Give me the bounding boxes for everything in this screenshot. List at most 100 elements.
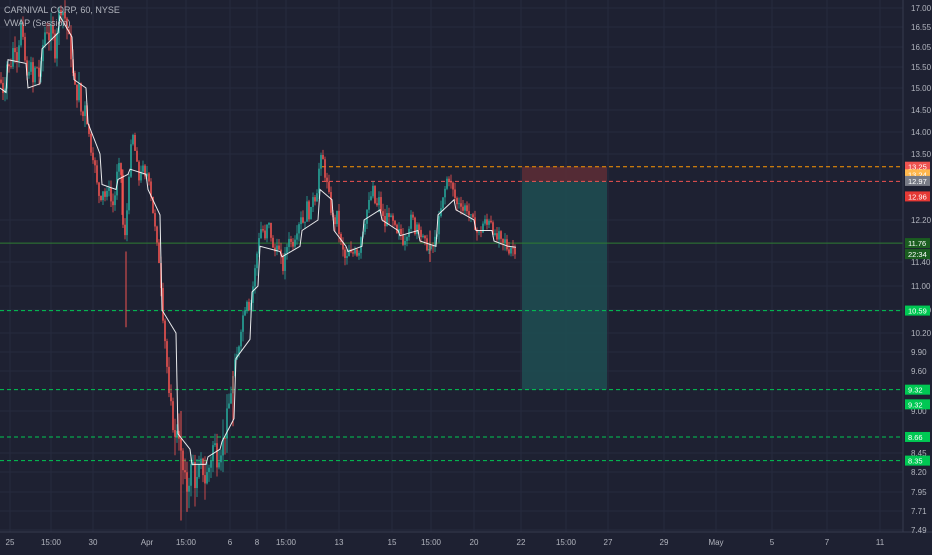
price-badge-text-1: 13.24	[908, 170, 927, 179]
candle-131	[262, 225, 264, 233]
candle-body-134	[268, 222, 270, 225]
candle-188	[376, 197, 378, 207]
candle-228	[456, 196, 458, 212]
candle-230	[460, 196, 462, 215]
candle-body-140	[280, 249, 282, 256]
price-badge-bg-5	[905, 249, 930, 260]
candle-252	[504, 233, 506, 251]
candle-body-199	[398, 228, 400, 233]
price-badge-bg-8	[905, 399, 930, 410]
candle-body-172	[344, 249, 346, 258]
candle-122	[244, 307, 246, 317]
candle-body-186	[372, 185, 374, 197]
candle-50	[100, 195, 102, 202]
stop-loss-zone[interactable]	[522, 166, 607, 182]
candle-10	[20, 18, 22, 48]
candle-body-248	[496, 233, 498, 240]
candle-body-25	[50, 25, 52, 41]
candle-body-14	[28, 71, 30, 76]
candle-121	[242, 310, 244, 342]
candle-body-184	[368, 199, 370, 210]
candle-78	[156, 225, 158, 246]
candle-body-169	[338, 210, 340, 235]
candle-body-47	[94, 160, 96, 166]
horizontal-levels[interactable]	[0, 166, 903, 462]
candle-body-111	[222, 437, 224, 456]
candle-226	[452, 181, 454, 197]
candle-99	[198, 455, 200, 479]
candle-234	[468, 203, 470, 222]
price-badge-text-10: 8.35	[908, 457, 923, 466]
candle-8	[16, 47, 18, 73]
candle-77	[154, 209, 156, 232]
candle-74	[148, 172, 150, 186]
candle-body-7	[14, 48, 16, 53]
candle-body-194	[388, 213, 390, 217]
candle-body-78	[156, 226, 158, 243]
candle-body-183	[366, 209, 368, 224]
candle-body-42	[84, 105, 86, 117]
candle-91	[182, 448, 184, 485]
candle-63	[126, 203, 128, 242]
candle-95	[190, 454, 192, 497]
candle-72	[144, 164, 146, 180]
candle-69	[138, 160, 140, 186]
candle-83	[166, 338, 168, 374]
candle-body-245	[490, 220, 492, 223]
candle-body-35	[70, 34, 72, 60]
price-badge-text-7: 9.32	[908, 386, 923, 395]
candle-142	[284, 247, 286, 280]
candle-150	[300, 211, 302, 230]
candle-59	[118, 157, 120, 179]
candle-body-221	[442, 197, 444, 209]
candle-66	[132, 133, 134, 146]
candle-211	[422, 233, 424, 239]
candle-body-128	[256, 253, 258, 269]
candle-214	[428, 243, 430, 254]
symbol-title[interactable]: CARNIVAL CORP, 60, NYSE	[4, 5, 120, 15]
candle-115	[230, 386, 232, 405]
candle-85	[170, 384, 172, 406]
candle-body-26	[52, 25, 54, 34]
time-tick-2: 30	[89, 538, 98, 547]
vwap-line	[0, 14, 517, 465]
candle-body-187	[374, 185, 376, 204]
candle-body-62	[124, 224, 126, 236]
candle-103	[206, 461, 208, 485]
candle-body-50	[100, 195, 102, 201]
candle-body-48	[96, 165, 98, 183]
candle-body-21	[42, 45, 44, 62]
price-tick-0: 17.00	[911, 4, 932, 13]
candle-183	[366, 209, 368, 229]
candle-164	[328, 174, 330, 194]
candle-161	[322, 149, 324, 160]
time-axis[interactable]: 25 15:00 30 Apr 15:00 6 8 15:00 13 15 15:00 20 22 15:…	[6, 538, 885, 547]
candle-102	[204, 456, 206, 500]
candle-32	[64, 0, 66, 27]
candle-body-197	[394, 220, 396, 225]
candle-body-133	[266, 224, 268, 239]
candle-body-225	[450, 180, 452, 183]
candle-253	[506, 234, 508, 252]
candle-4	[8, 63, 10, 73]
position-zones[interactable]	[522, 166, 607, 390]
candle-body-198	[396, 224, 398, 233]
time-tick-17: 5	[770, 538, 775, 547]
candle-82	[164, 318, 166, 349]
candle-body-44	[88, 124, 90, 134]
take-profit-zone[interactable]	[522, 181, 607, 390]
candle-body-130	[260, 229, 262, 239]
candle-body-43	[86, 105, 88, 125]
candle-body-101	[202, 458, 204, 476]
candle-body-24	[48, 32, 50, 41]
candle-body-135	[270, 222, 272, 238]
candle-112	[224, 437, 226, 455]
candle-245	[490, 215, 492, 224]
candle-body-200	[400, 228, 402, 235]
candle-61	[122, 169, 124, 229]
candle-79	[158, 239, 160, 264]
indicator-title[interactable]: VWAP (Session)	[4, 18, 71, 28]
candle-255	[510, 245, 512, 257]
